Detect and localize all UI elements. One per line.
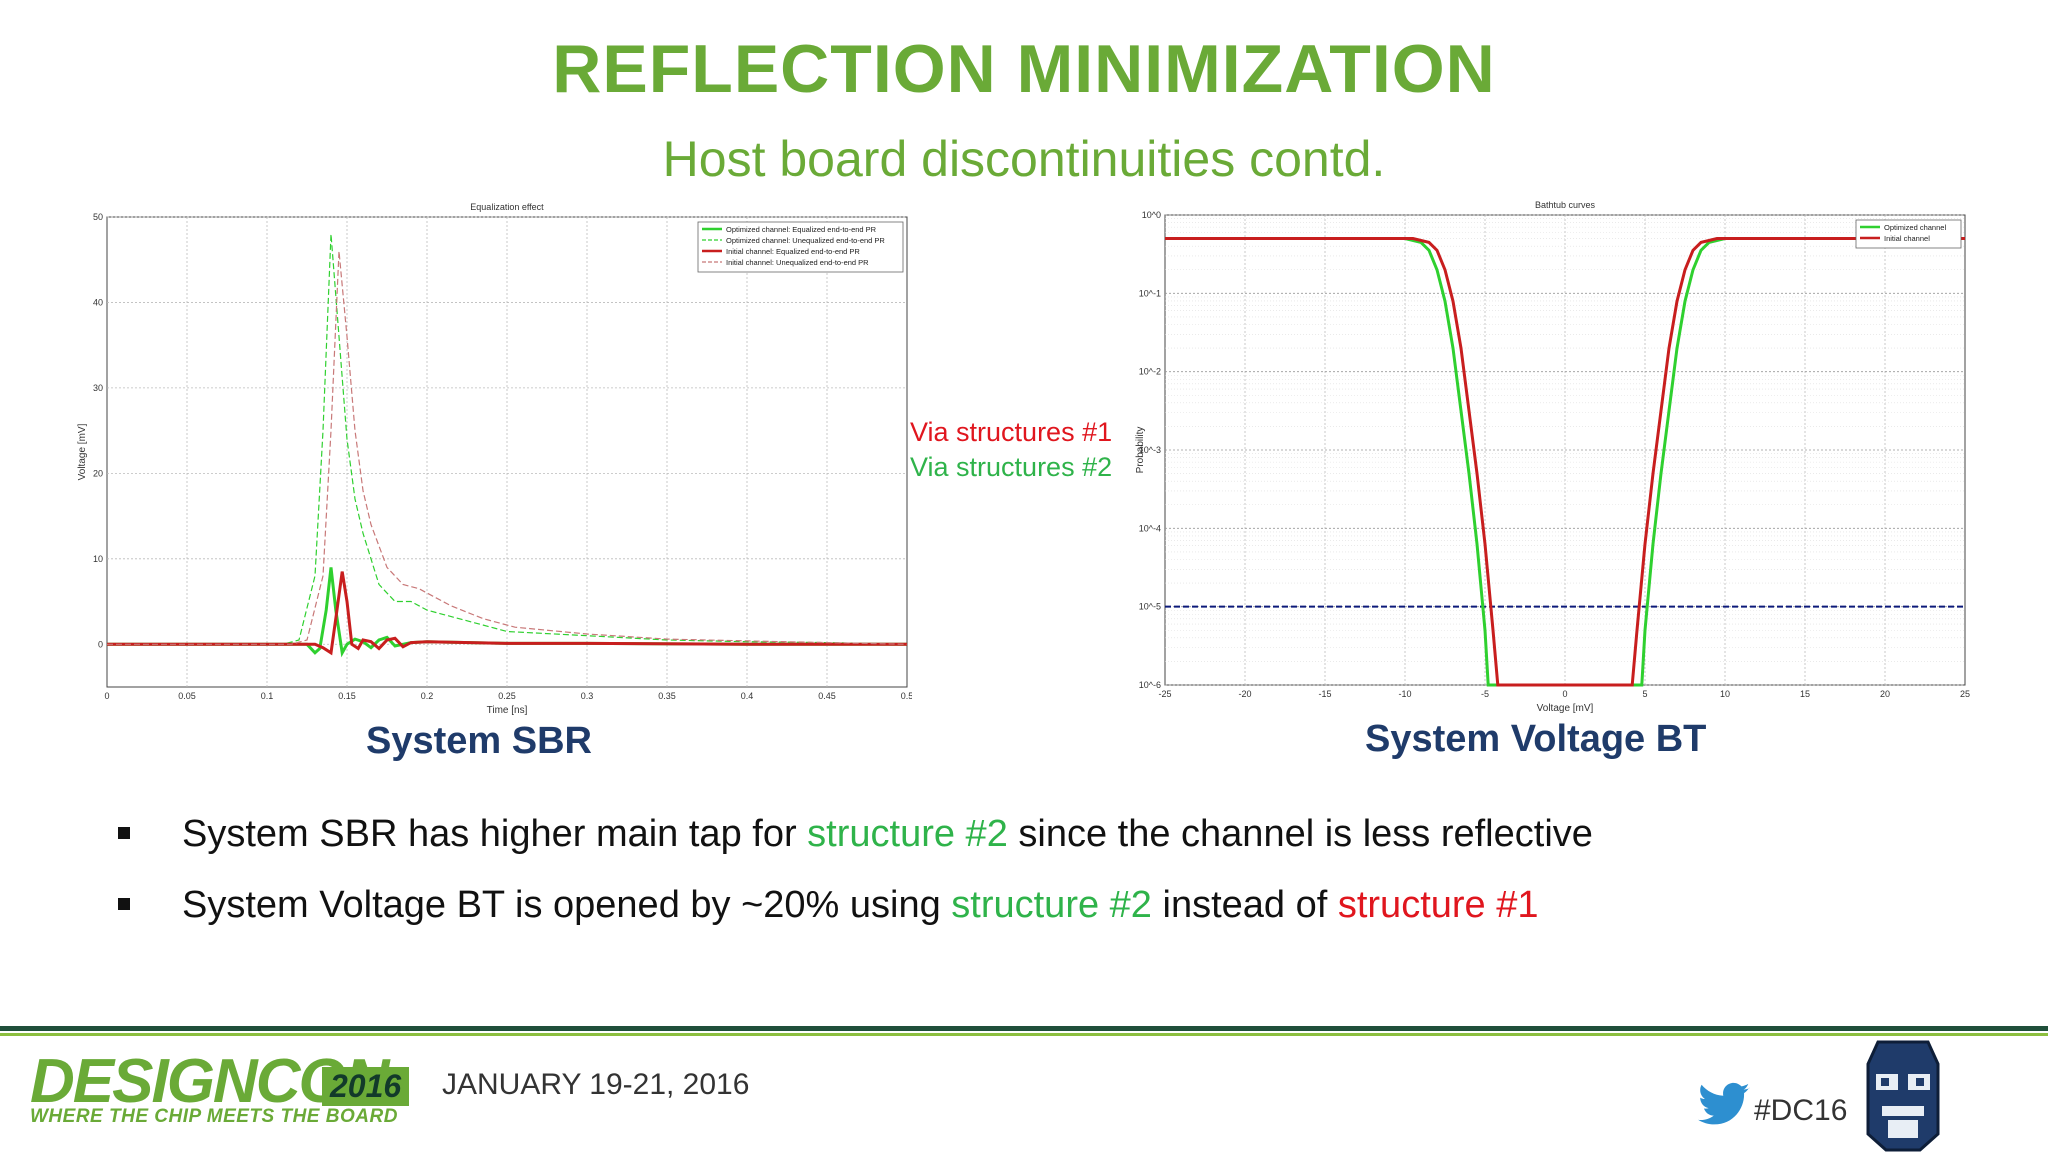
x-axis-label: Time [ns] bbox=[487, 705, 528, 715]
x-tick-label: -25 bbox=[1158, 689, 1171, 699]
legend-entry: Optimized channel bbox=[1884, 223, 1946, 232]
bathtub-chart: Bathtub curves -25 -20 -15 -10 -5 0 5 10 15 20 25 10… bbox=[1135, 200, 1970, 713]
y-tick-label: 40 bbox=[93, 297, 103, 307]
x-tick-label: 20 bbox=[1880, 689, 1890, 699]
bullet-item-2: System Voltage BT is opened by ~20% usin… bbox=[118, 884, 1539, 927]
slide-subtitle: Host board discontinuities contd. bbox=[662, 131, 1386, 187]
legend-entry: Initial channel bbox=[1884, 234, 1930, 243]
x-tick-label: 10 bbox=[1720, 689, 1730, 699]
y-tick-label: 20 bbox=[93, 468, 103, 478]
sbr-chart: Equalization effect 0 0.05 0.1 0.15 0.2 0.25 0.… bbox=[77, 202, 912, 715]
y-tick-label: 10^-2 bbox=[1139, 367, 1161, 377]
y-tick-label: 10^0 bbox=[1142, 210, 1161, 220]
designcon-tagline: WHERE THE CHIP MEETS THE BOARD bbox=[30, 1106, 398, 1127]
x-tick-label: 0.2 bbox=[421, 691, 434, 701]
bullet-highlight: structure #2 bbox=[807, 813, 1008, 855]
slide-title: REFLECTION MINIMIZATION bbox=[552, 31, 1496, 107]
x-tick-label: -15 bbox=[1318, 689, 1331, 699]
bullet-item-1: System SBR has higher main tap for struc… bbox=[118, 813, 1593, 856]
x-axis-label: Voltage [mV] bbox=[1537, 703, 1594, 713]
y-tick-label: 50 bbox=[93, 212, 103, 222]
y-tick-label: 10^-3 bbox=[1139, 445, 1161, 455]
via2-label: Via structures #2 bbox=[910, 452, 1113, 482]
chart-title: Bathtub curves bbox=[1535, 200, 1596, 210]
x-tick-label: 15 bbox=[1800, 689, 1810, 699]
designcon-year-badge: 2016 bbox=[322, 1067, 410, 1106]
x-tick-label: 5 bbox=[1642, 689, 1647, 699]
x-tick-label: 0.1 bbox=[261, 691, 274, 701]
y-axis-label: Probability bbox=[1135, 427, 1146, 474]
x-tick-label: 0.45 bbox=[818, 691, 836, 701]
y-tick-label: 10^-6 bbox=[1139, 680, 1161, 690]
series-line bbox=[1165, 237, 1965, 687]
y-axis-label: Voltage [mV] bbox=[77, 423, 88, 480]
x-tick-label: 0.25 bbox=[498, 691, 516, 701]
y-tick-label: 10^-5 bbox=[1139, 602, 1161, 612]
bullet-highlight-red: structure #1 bbox=[1337, 884, 1539, 926]
legend-box bbox=[1855, 219, 1962, 249]
footer-divider-accent bbox=[0, 1033, 2048, 1036]
event-hashtag: #DC16 bbox=[1754, 1094, 1848, 1127]
x-tick-label: 0.05 bbox=[178, 691, 196, 701]
bullet-text: System Voltage BT is opened by ~20% usin… bbox=[182, 884, 952, 926]
x-tick-label: -20 bbox=[1238, 689, 1251, 699]
chart-title: Equalization effect bbox=[470, 202, 544, 212]
robot-mascot-icon bbox=[1866, 1040, 1940, 1152]
series-line bbox=[107, 234, 908, 645]
legend-entry: Optimized channel: Equalized end-to-end … bbox=[726, 225, 877, 234]
legend-entry: Optimized channel: Unequalized end-to-en… bbox=[726, 236, 885, 245]
x-tick-label: 25 bbox=[1960, 689, 1970, 699]
x-tick-label: -5 bbox=[1481, 689, 1489, 699]
via1-label: Via structures #1 bbox=[910, 417, 1113, 447]
y-tick-label: 0 bbox=[98, 639, 103, 649]
x-tick-label: 0 bbox=[1562, 689, 1567, 699]
bullet-text: since the channel is less reflective bbox=[1007, 813, 1593, 855]
legend-box bbox=[697, 221, 904, 273]
caption-system-voltage-bt: System Voltage BT bbox=[1365, 718, 1707, 760]
bullet-highlight: structure #2 bbox=[951, 884, 1152, 926]
bullet-marker bbox=[118, 897, 130, 910]
x-tick-label: -10 bbox=[1398, 689, 1411, 699]
x-tick-label: 0.15 bbox=[338, 691, 356, 701]
x-tick-label: 0.3 bbox=[581, 691, 594, 701]
bullet-text: instead of bbox=[1151, 884, 1338, 926]
bullet-marker bbox=[118, 826, 130, 839]
legend-entry: Initial channel: Unequalized end-to-end … bbox=[726, 258, 869, 267]
footer-divider bbox=[0, 1026, 2048, 1031]
x-tick-label: 0.35 bbox=[658, 691, 676, 701]
x-tick-label: 0 bbox=[104, 691, 109, 701]
y-tick-label: 10 bbox=[93, 554, 103, 564]
y-tick-label: 30 bbox=[93, 383, 103, 393]
caption-system-sbr: System SBR bbox=[366, 720, 592, 762]
x-tick-label: 0.4 bbox=[741, 691, 754, 701]
plot-area bbox=[106, 216, 908, 688]
legend-entry: Initial channel: Equalized end-to-end PR bbox=[726, 247, 860, 256]
series-line bbox=[107, 571, 907, 656]
x-tick-label: 0.5 bbox=[901, 691, 912, 701]
bullet-text: System SBR has higher main tap for bbox=[182, 813, 808, 855]
y-tick-label: 10^-1 bbox=[1139, 288, 1161, 298]
twitter-bird-icon bbox=[1698, 1082, 1750, 1125]
y-tick-label: 10^-4 bbox=[1139, 523, 1161, 533]
event-date: JANUARY 19-21, 2016 bbox=[442, 1068, 750, 1101]
